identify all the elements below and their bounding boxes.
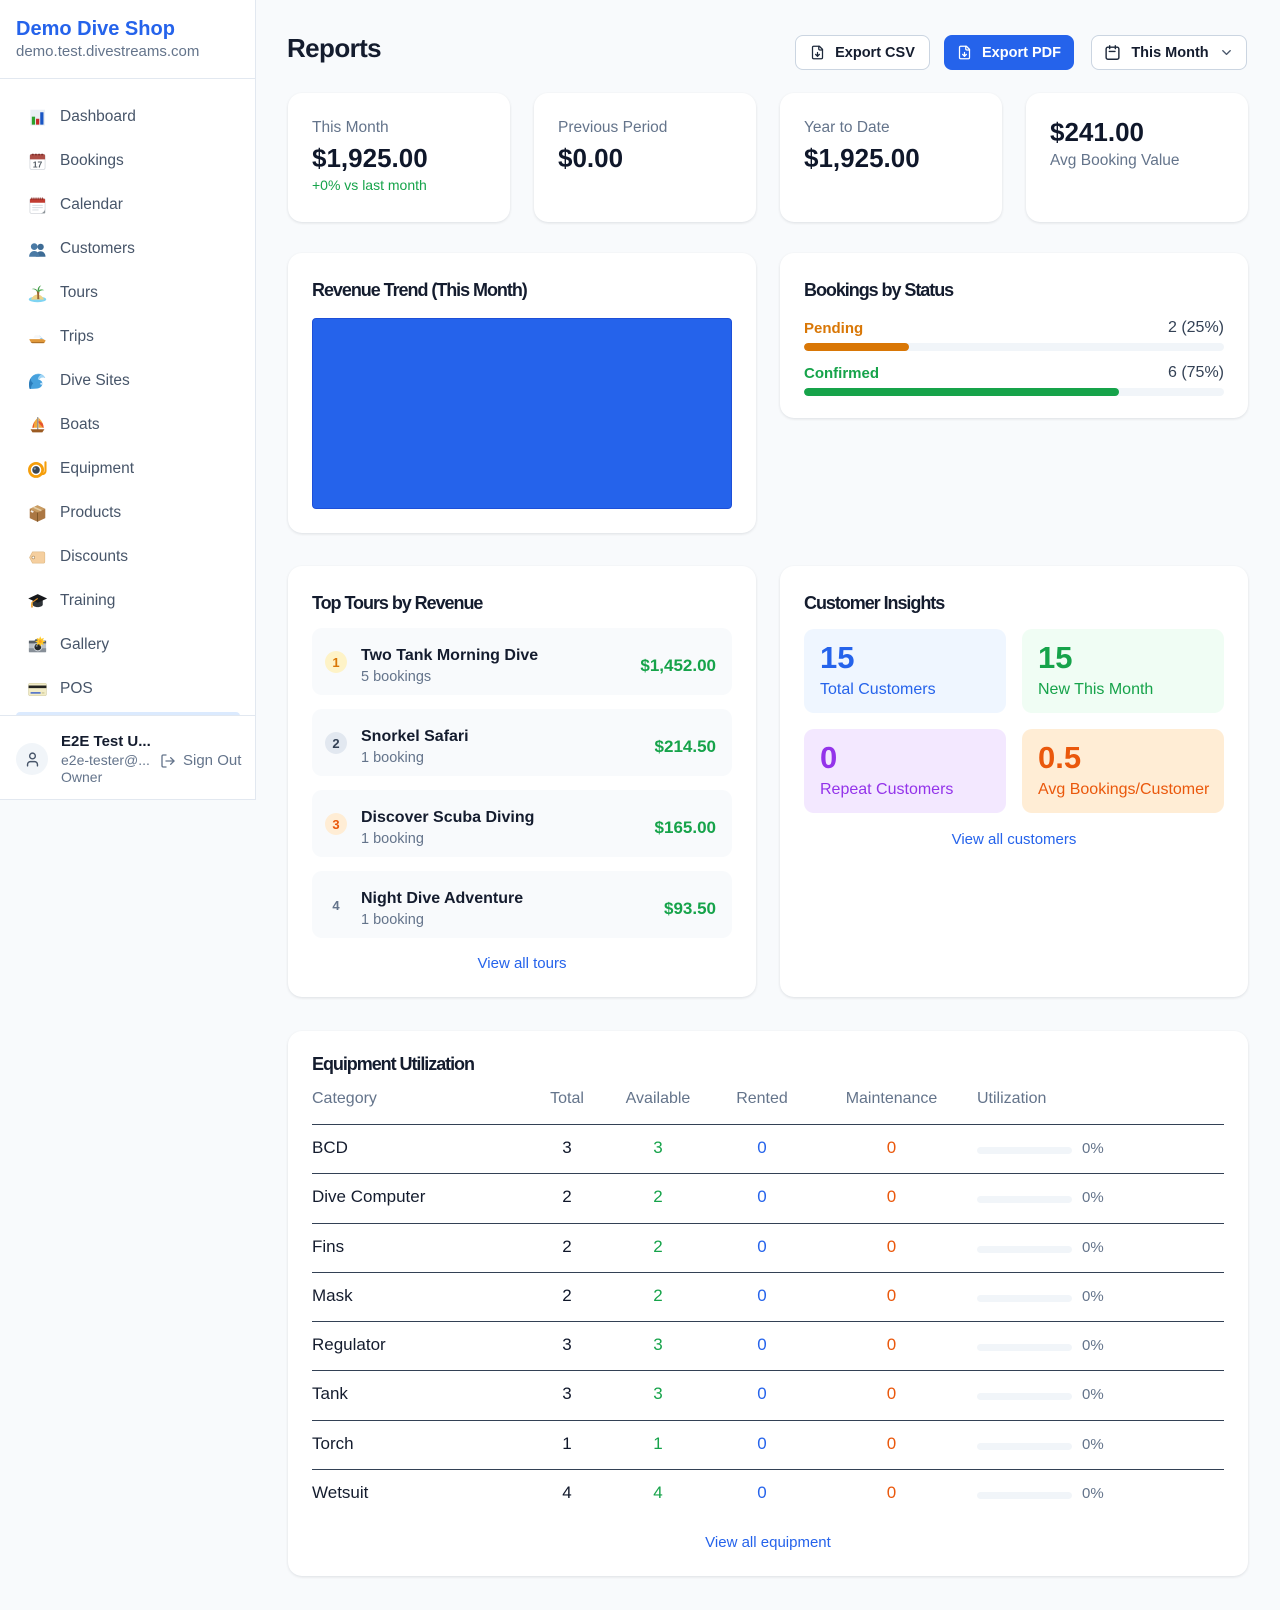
svg-text:17: 17 [33, 159, 43, 169]
